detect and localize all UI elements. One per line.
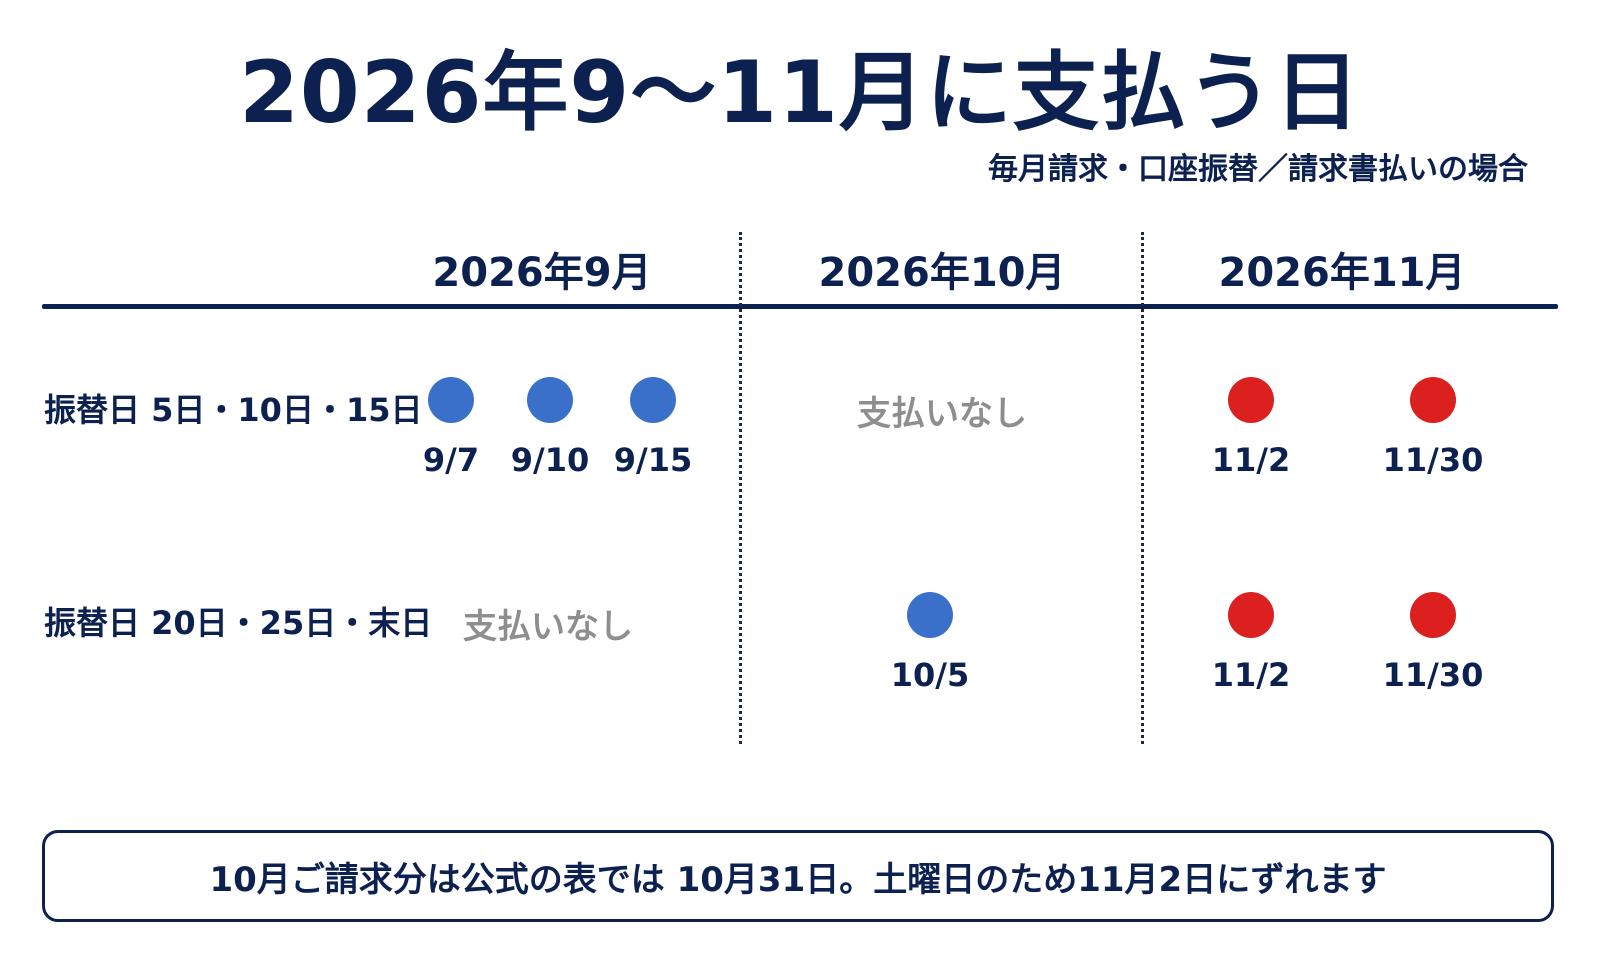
payment-dot-blue (527, 377, 573, 423)
payment-dot-red (1410, 592, 1456, 638)
payment-date-label: 11/2 (1211, 441, 1291, 479)
page-subtitle: 毎月請求・口座振替／請求書払いの場合 (988, 152, 1528, 187)
header-rule (42, 304, 1558, 309)
month-header-october: 2026年10月 (818, 250, 1066, 296)
payment-dot-blue (428, 377, 474, 423)
note-box: 10月ご請求分は公式の表では 10月31日。土曜日のため11月2日にずれます (42, 830, 1554, 922)
row-label-transfer-20-25-end: 振替日 20日・25日・末日 (44, 604, 433, 642)
payment-dot-blue (630, 377, 676, 423)
row-label-transfer-5-10-15: 振替日 5日・10日・15日 (44, 391, 423, 429)
payment-dot-red (1410, 377, 1456, 423)
page-title: 2026年9〜11月に支払う日 (239, 43, 1361, 143)
payment-date-label: 11/30 (1382, 656, 1484, 694)
no-payment-label: 支払いなし (857, 394, 1027, 434)
note-text: 10月ご請求分は公式の表では 10月31日。土曜日のため11月2日にずれます (209, 859, 1387, 900)
column-divider (739, 232, 742, 744)
payment-date-label: 11/30 (1382, 441, 1484, 479)
payment-date-label: 10/5 (890, 656, 970, 694)
month-header-september: 2026年9月 (432, 250, 652, 296)
no-payment-label: 支払いなし (463, 607, 633, 647)
payment-dot-red (1228, 377, 1274, 423)
payment-date-label: 9/7 (422, 441, 480, 479)
payment-date-label: 11/2 (1211, 656, 1291, 694)
column-divider (1141, 232, 1144, 744)
payment-dot-red (1228, 592, 1274, 638)
payment-date-label: 9/10 (510, 441, 590, 479)
month-header-november: 2026年11月 (1218, 250, 1466, 296)
payment-date-label: 9/15 (613, 441, 693, 479)
payment-dot-blue (907, 592, 953, 638)
